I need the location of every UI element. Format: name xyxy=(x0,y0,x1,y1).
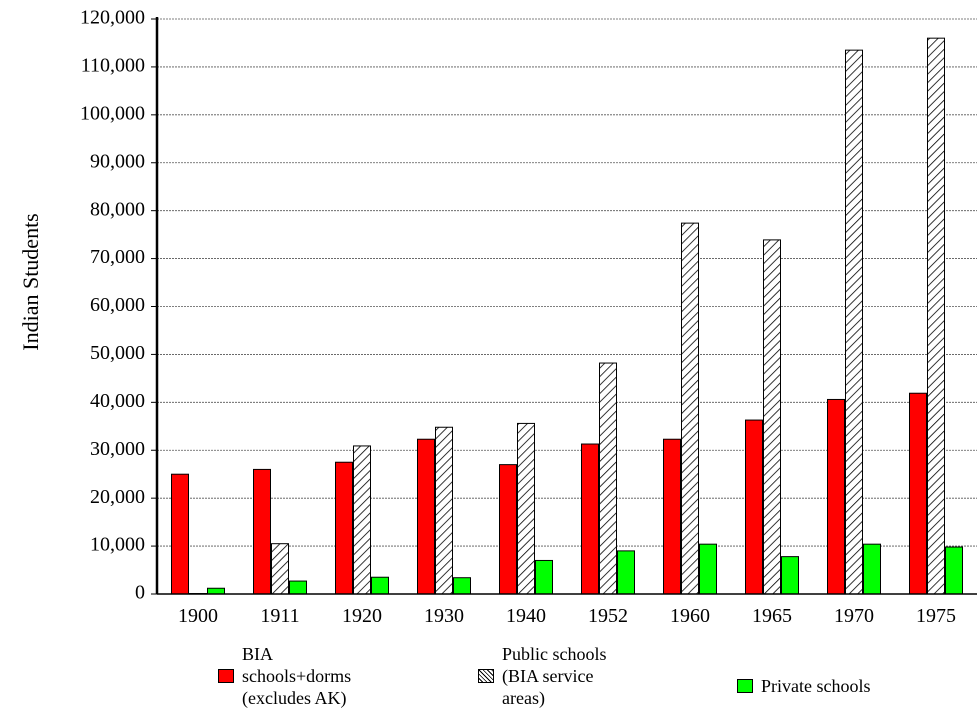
legend-swatch-public xyxy=(478,669,494,683)
x-tick-label: 1970 xyxy=(834,605,874,627)
y-axis-label: Indian Students xyxy=(18,213,43,351)
y-tick-label: 10,000 xyxy=(90,534,145,556)
bar-public xyxy=(353,445,371,595)
y-tick-label: 60,000 xyxy=(90,294,145,316)
bar-private xyxy=(371,576,389,595)
y-tick-label: 120,000 xyxy=(80,7,145,29)
bar-private xyxy=(945,546,963,595)
bar-private xyxy=(535,559,553,595)
bar-public xyxy=(271,543,289,595)
legend-swatch-private xyxy=(737,679,753,693)
bar-private xyxy=(289,580,307,595)
y-tick-label: 90,000 xyxy=(90,150,145,172)
x-tick-label: 1930 xyxy=(424,605,464,627)
legend-label-public: Public schools (BIA service areas) xyxy=(502,644,607,708)
bar-bia xyxy=(499,464,517,595)
x-tick-label: 1920 xyxy=(342,605,382,627)
bar-private xyxy=(699,543,717,595)
x-tick-label: 1965 xyxy=(752,605,792,627)
y-tick-label: 110,000 xyxy=(81,55,145,77)
legend-item-private: Private schools xyxy=(737,675,871,697)
bar-public xyxy=(517,422,535,595)
x-tick-label: 1960 xyxy=(670,605,710,627)
x-tick-label: 1911 xyxy=(260,605,299,627)
bar-private xyxy=(207,587,225,595)
y-tick-label: 70,000 xyxy=(90,246,145,268)
y-tick-label: 0 xyxy=(135,582,145,604)
bar-private xyxy=(453,577,471,595)
bar-public xyxy=(599,362,617,595)
gridlines xyxy=(157,18,977,547)
bar-bia xyxy=(335,461,353,595)
legend-item-public: Public schools (BIA service areas) xyxy=(478,643,607,709)
x-tick-label: 1900 xyxy=(178,605,218,627)
y-tick-label: 100,000 xyxy=(80,102,145,124)
bar-public xyxy=(763,239,781,595)
legend-label-private: Private schools xyxy=(761,676,871,696)
bar-bia xyxy=(909,392,927,595)
bar-bia xyxy=(745,419,763,595)
bar-public xyxy=(927,37,945,595)
bar-bia xyxy=(253,468,271,595)
bar-public xyxy=(435,426,453,595)
bar-private xyxy=(617,550,635,595)
x-tick-label: 1952 xyxy=(588,605,628,627)
legend-label-bia: BIA schools+dorms (excludes AK) xyxy=(242,644,352,708)
bar-public xyxy=(681,222,699,595)
y-tick-label: 80,000 xyxy=(90,198,145,220)
bar-bia xyxy=(827,398,845,595)
bar-public xyxy=(845,49,863,595)
x-tick-label: 1940 xyxy=(506,605,546,627)
legend-swatch-bia xyxy=(218,669,234,683)
bar-bia xyxy=(171,473,189,595)
bar-bia xyxy=(417,438,435,595)
axes: 0 10,000 20,000 30,000 40,000 50,000 60,000 70,… xyxy=(80,7,977,627)
bar-bia xyxy=(663,438,681,595)
bar-bia xyxy=(581,443,599,595)
y-tick-label: 40,000 xyxy=(90,390,145,412)
y-tick-label: 50,000 xyxy=(90,342,145,364)
bar-private xyxy=(781,556,799,595)
y-tick-label: 30,000 xyxy=(90,438,145,460)
bar-private xyxy=(863,543,881,595)
y-tick-label: 20,000 xyxy=(90,486,145,508)
x-tick-label: 1975 xyxy=(916,605,956,627)
legend-item-bia: BIA schools+dorms (excludes AK) xyxy=(218,643,351,709)
bars xyxy=(171,37,963,595)
